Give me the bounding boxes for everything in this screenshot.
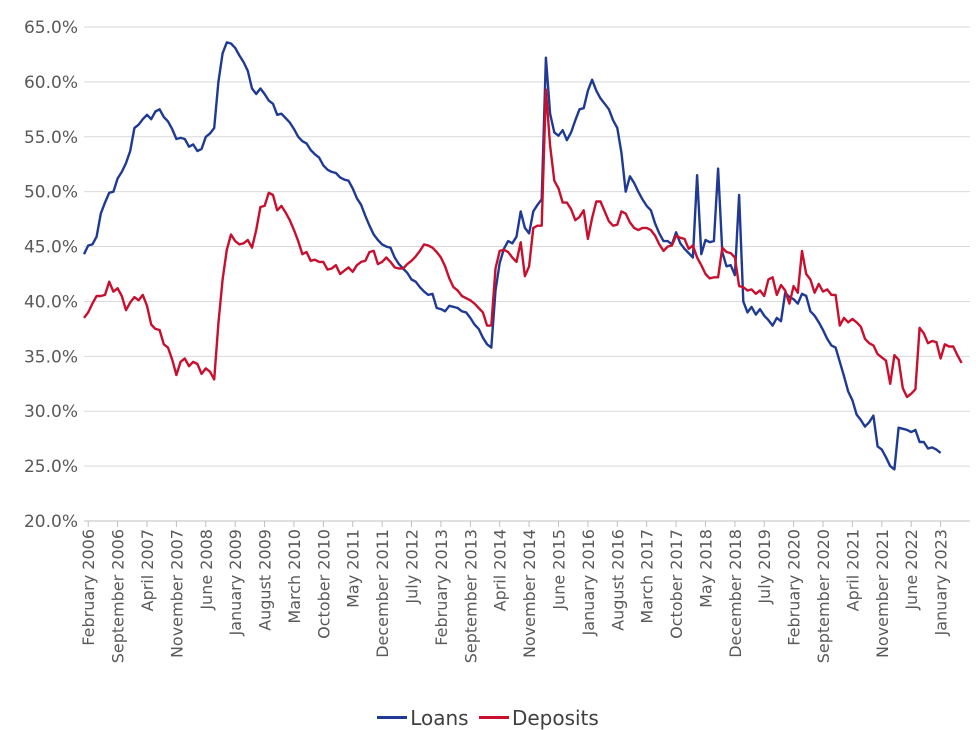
legend-swatch-deposits: [478, 716, 509, 719]
x-tick-label: May 2011: [344, 529, 363, 608]
line-chart: 20.0% 25.0% 30.0% 35.0% 40.0% 45.0% 50.0% 55.0%…: [24, 18, 970, 663]
y-tick-label: 25.0%: [24, 457, 78, 477]
y-tick-label: 40.0%: [24, 292, 78, 312]
y-tick-label: 60.0%: [24, 73, 78, 93]
x-tick-label: August 2016: [608, 529, 627, 631]
legend: Loans Deposits: [0, 700, 976, 730]
x-tick-label: April 2007: [138, 529, 157, 611]
x-tick-label: May 2018: [696, 529, 715, 608]
y-tick-label: 55.0%: [24, 128, 78, 148]
series-line-deposits: [83, 88, 963, 399]
x-tick-label: February 2006: [79, 529, 98, 646]
x-tick-label: June 2015: [549, 529, 568, 611]
x-tick-label: July 2012: [403, 529, 422, 605]
x-tick-label: January 2009: [226, 529, 245, 636]
x-tick-label: June 2022: [902, 529, 921, 611]
x-tick-label: April 2021: [843, 529, 862, 611]
x-tick-label: October 2010: [314, 529, 333, 639]
legend-item-deposits: Deposits: [478, 705, 599, 730]
x-tick-label: October 2017: [667, 529, 686, 639]
x-tick-label: November 2007: [167, 529, 186, 658]
x-tick-label: April 2014: [491, 529, 510, 611]
y-tick-label: 65.0%: [24, 18, 78, 38]
series-line-loans: [82, 41, 942, 471]
y-tick-label: 50.0%: [24, 183, 78, 203]
y-tick-label: 30.0%: [24, 402, 78, 422]
x-tick-label: July 2019: [755, 529, 774, 605]
y-tick-label: 45.0%: [24, 238, 78, 258]
x-tick-label: June 2008: [197, 529, 216, 611]
x-tick-label: March 2017: [638, 529, 657, 624]
x-tick-label: February 2013: [432, 529, 451, 646]
x-tick-label: January 2023: [932, 529, 951, 636]
x-tick-label: November 2014: [520, 529, 539, 658]
x-tick-label: September 2006: [109, 529, 128, 663]
x-tick-label: August 2009: [256, 529, 275, 631]
legend-item-loans: Loans: [377, 705, 469, 730]
x-tick-label: December 2018: [726, 529, 745, 658]
x-tick-label: March 2010: [285, 529, 304, 624]
legend-label-deposits: Deposits: [511, 705, 599, 730]
x-tick-label: November 2021: [873, 529, 892, 658]
legend-label-loans: Loans: [410, 705, 469, 730]
x-tick-label: January 2016: [579, 529, 598, 636]
x-tick-label: September 2013: [461, 529, 480, 663]
legend-swatch-loans: [377, 716, 408, 719]
x-tick-label: December 2011: [373, 529, 392, 658]
x-tick-label: September 2020: [814, 529, 833, 663]
x-tick-label: February 2020: [785, 529, 804, 646]
y-tick-label: 20.0%: [24, 512, 78, 532]
y-tick-label: 35.0%: [24, 347, 78, 367]
